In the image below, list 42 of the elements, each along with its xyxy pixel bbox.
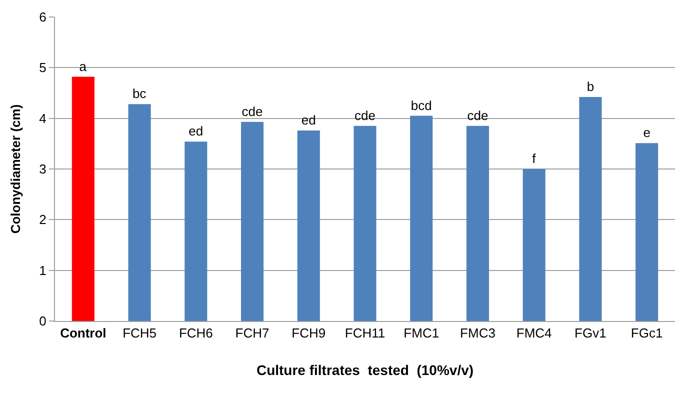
bar xyxy=(354,126,376,321)
bar xyxy=(522,169,546,321)
data-label: cde xyxy=(467,108,488,123)
x-tick-label: FMC1 xyxy=(404,326,440,341)
y-axis-title: Colonydiameter (cm) xyxy=(8,104,24,234)
data-label: ed xyxy=(188,124,204,139)
data-label: bcd xyxy=(410,98,432,113)
bar xyxy=(410,116,433,321)
x-tick-label: FMC4 xyxy=(516,326,552,341)
data-label: f xyxy=(532,151,536,166)
bar xyxy=(241,122,264,321)
x-tick-label: FGv1 xyxy=(574,326,606,341)
x-tick-label: FCH9 xyxy=(292,326,326,341)
x-tick-label: FCH11 xyxy=(344,326,386,341)
x-tick-label: FCH6 xyxy=(178,326,213,341)
data-label: b xyxy=(586,79,594,94)
bar xyxy=(297,130,320,321)
x-tick-label: FMC3 xyxy=(460,326,496,341)
y-tick-label: 4 xyxy=(39,110,46,126)
x-tick-label: FCH5 xyxy=(122,326,157,341)
x-axis-title: Culture filtrates tested (10%v/v) xyxy=(256,362,474,378)
y-tick-label: 1 xyxy=(39,262,46,278)
bar xyxy=(579,97,602,321)
x-tick-label: FGc1 xyxy=(630,326,663,341)
data-label: a xyxy=(79,58,88,74)
bar xyxy=(184,142,208,321)
x-tick-label: Control xyxy=(60,326,106,341)
data-label: ed xyxy=(301,112,316,128)
y-tick-label: 6 xyxy=(39,10,46,25)
y-tick-label: 5 xyxy=(39,60,46,76)
y-tick-label: 2 xyxy=(39,212,46,228)
bar xyxy=(72,76,94,321)
y-tick-label: 0 xyxy=(39,314,46,329)
y-tick-label: 3 xyxy=(39,162,46,177)
data-label: cde xyxy=(242,104,263,119)
bar xyxy=(636,143,658,321)
data-label: e xyxy=(643,125,650,140)
data-label: bc xyxy=(132,86,147,102)
bar xyxy=(128,104,151,321)
bar xyxy=(466,126,489,321)
data-label: cde xyxy=(354,108,376,123)
x-tick-label: FCH7 xyxy=(235,326,270,341)
